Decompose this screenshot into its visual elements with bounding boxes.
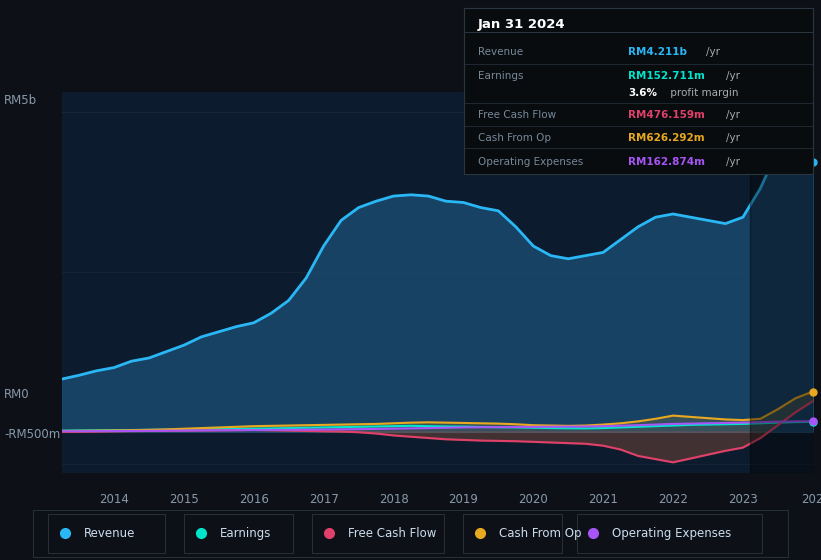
Text: Cash From Op: Cash From Op: [499, 527, 581, 540]
Text: 2014: 2014: [99, 493, 129, 506]
Text: Operating Expenses: Operating Expenses: [612, 527, 732, 540]
Text: Revenue: Revenue: [478, 47, 523, 57]
Text: RM626.292m: RM626.292m: [628, 133, 704, 143]
Text: 2023: 2023: [728, 493, 758, 506]
Text: Earnings: Earnings: [478, 71, 523, 81]
Text: /yr: /yr: [706, 47, 720, 57]
Text: /yr: /yr: [726, 71, 740, 81]
Text: Earnings: Earnings: [219, 527, 271, 540]
Text: RM476.159m: RM476.159m: [628, 110, 704, 120]
Text: 2020: 2020: [518, 493, 548, 506]
Text: 2019: 2019: [448, 493, 479, 506]
Text: RM0: RM0: [4, 388, 30, 402]
Text: Revenue: Revenue: [84, 527, 135, 540]
Text: RM4.211b: RM4.211b: [628, 47, 687, 57]
Text: profit margin: profit margin: [667, 88, 738, 97]
Text: /yr: /yr: [726, 157, 740, 167]
Text: RM5b: RM5b: [4, 94, 37, 108]
Text: Jan 31 2024: Jan 31 2024: [478, 18, 566, 31]
Text: /yr: /yr: [726, 110, 740, 120]
Text: Free Cash Flow: Free Cash Flow: [348, 527, 436, 540]
Text: 2018: 2018: [378, 493, 408, 506]
Text: 2016: 2016: [239, 493, 268, 506]
Text: 202: 202: [801, 493, 821, 506]
Text: RM162.874m: RM162.874m: [628, 157, 705, 167]
Text: 3.6%: 3.6%: [628, 88, 657, 97]
Bar: [750, 92, 813, 473]
Text: 2021: 2021: [588, 493, 618, 506]
Text: 2017: 2017: [309, 493, 338, 506]
Text: RM152.711m: RM152.711m: [628, 71, 704, 81]
Text: 2015: 2015: [169, 493, 199, 506]
Text: Cash From Op: Cash From Op: [478, 133, 551, 143]
Text: Operating Expenses: Operating Expenses: [478, 157, 583, 167]
Text: /yr: /yr: [726, 133, 740, 143]
Text: -RM500m: -RM500m: [4, 427, 61, 441]
Text: 2022: 2022: [658, 493, 688, 506]
Text: Free Cash Flow: Free Cash Flow: [478, 110, 556, 120]
